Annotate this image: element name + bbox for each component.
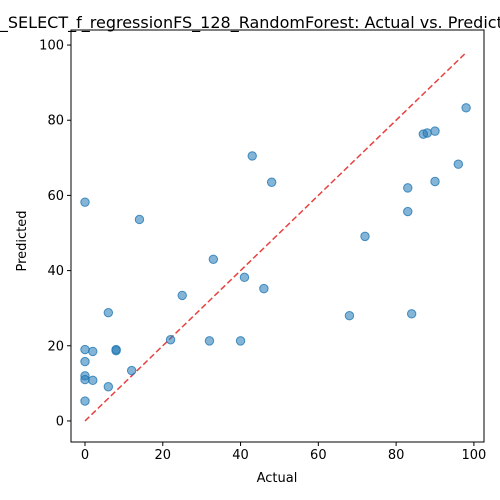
- data-point: [461, 103, 471, 113]
- data-point: [111, 345, 121, 356]
- data-point: [80, 197, 90, 207]
- reference-line: [84, 52, 467, 422]
- data-point: [266, 177, 277, 187]
- y-tick-label: 0: [56, 414, 64, 429]
- data-point: [80, 374, 90, 385]
- data-point: [80, 356, 90, 367]
- data-point: [453, 159, 464, 169]
- data-point: [165, 335, 176, 345]
- x-tick-label: 60: [310, 448, 327, 463]
- data-point: [88, 346, 98, 357]
- data-point: [259, 283, 269, 294]
- data-point: [204, 336, 215, 346]
- data-point: [430, 176, 440, 187]
- x-tick-label: 40: [232, 448, 249, 463]
- data-point: [239, 272, 250, 283]
- data-point: [406, 309, 417, 319]
- y-tick-label: 80: [47, 114, 64, 129]
- data-point: [80, 344, 90, 355]
- y-axis-ticks: 0 20 40 60 80 100: [39, 39, 71, 429]
- chart-title: ML_SELECT_f_regressionFS_128_RandomFores…: [0, 13, 500, 33]
- data-point: [80, 396, 90, 406]
- data-point: [103, 307, 114, 318]
- x-axis-ticks: 0 20 40 60 80 100: [81, 442, 486, 463]
- data-point: [134, 214, 145, 225]
- data-point: [403, 206, 413, 217]
- x-axis-label: Actual: [257, 471, 298, 486]
- data-point: [235, 336, 246, 346]
- data-points: [80, 103, 471, 406]
- data-point: [177, 290, 187, 301]
- plot-area: [70, 29, 485, 443]
- y-tick-label: 40: [47, 264, 64, 279]
- x-tick-label: 0: [81, 448, 89, 463]
- data-point: [430, 126, 440, 136]
- data-point: [403, 183, 413, 193]
- data-point: [88, 375, 98, 386]
- x-tick-label: 100: [461, 448, 486, 463]
- data-point: [126, 365, 137, 376]
- data-point: [208, 254, 219, 265]
- y-tick-label: 20: [47, 339, 64, 354]
- y-axis-label: Predicted: [15, 210, 30, 271]
- data-point: [344, 310, 355, 321]
- data-point: [103, 382, 114, 392]
- y-tick-label: 60: [47, 189, 64, 204]
- y-tick-label: 100: [39, 39, 64, 54]
- x-tick-label: 80: [388, 448, 405, 463]
- x-tick-label: 20: [155, 448, 172, 463]
- data-point: [360, 231, 370, 242]
- data-point: [247, 151, 257, 161]
- data-point: [422, 128, 432, 138]
